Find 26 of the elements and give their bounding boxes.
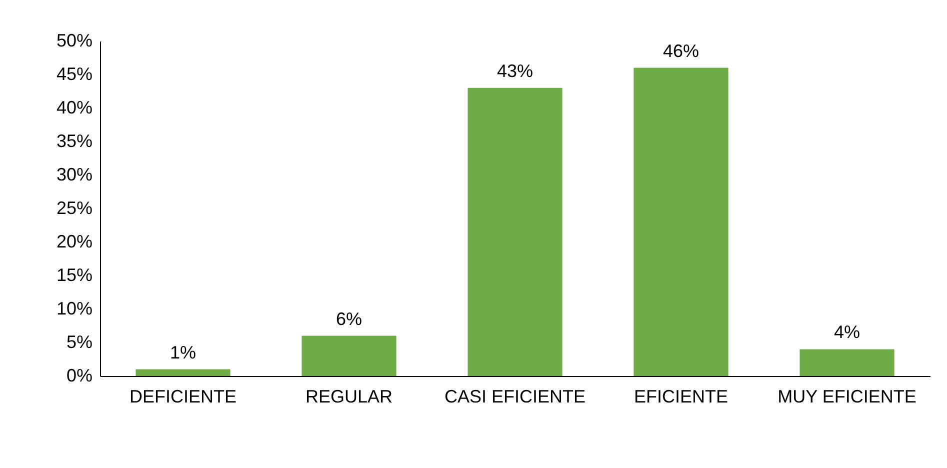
y-tick-label: 5% bbox=[66, 332, 92, 352]
y-tick-label: 45% bbox=[56, 64, 92, 84]
x-tick-label: REGULAR bbox=[305, 386, 393, 406]
bar bbox=[634, 68, 728, 376]
x-tick-label: EFICIENTE bbox=[634, 386, 728, 406]
x-tick-label: MUY EFICIENTE bbox=[778, 386, 916, 406]
bar bbox=[800, 349, 894, 376]
y-tick-label: 50% bbox=[56, 30, 92, 50]
data-label: 46% bbox=[662, 40, 700, 61]
data-label: 43% bbox=[496, 60, 534, 81]
data-label: 6% bbox=[336, 308, 362, 329]
y-tick-label: 25% bbox=[56, 198, 92, 218]
x-tick-label: CASI EFICIENTE bbox=[444, 386, 586, 406]
data-label: 1% bbox=[170, 342, 196, 362]
bar bbox=[302, 336, 396, 376]
bar bbox=[468, 88, 562, 376]
y-tick-label: 10% bbox=[56, 298, 92, 318]
y-tick-label: 40% bbox=[56, 98, 92, 118]
y-tick-label: 35% bbox=[56, 131, 92, 151]
y-tick-label: 20% bbox=[56, 232, 92, 252]
x-tick-label: DEFICIENTE bbox=[129, 386, 237, 406]
bar bbox=[136, 369, 230, 376]
data-label: 4% bbox=[834, 322, 860, 342]
y-tick-label: 0% bbox=[66, 366, 92, 386]
y-tick-label: 15% bbox=[56, 265, 92, 285]
y-tick-label: 30% bbox=[56, 164, 92, 184]
